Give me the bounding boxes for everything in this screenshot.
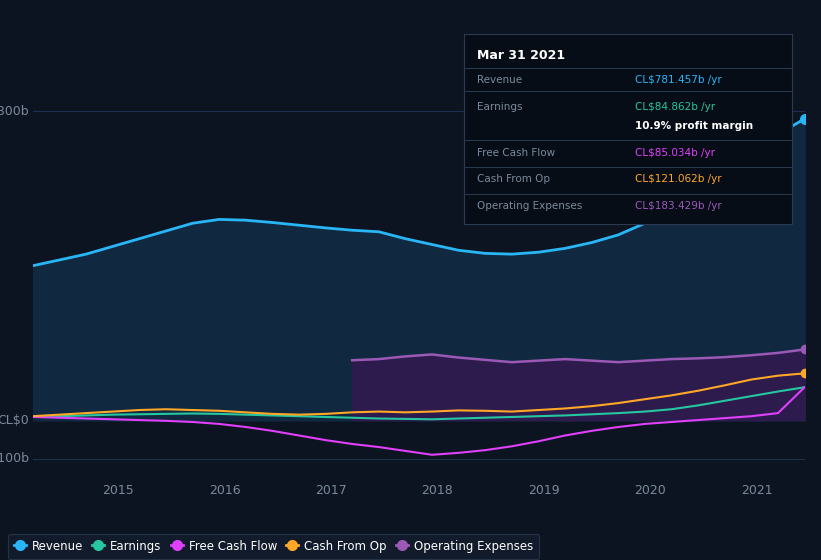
Text: CL$800b: CL$800b <box>0 105 29 118</box>
Text: CL$85.034b /yr: CL$85.034b /yr <box>635 148 714 158</box>
Text: CL$121.062b /yr: CL$121.062b /yr <box>635 175 722 184</box>
Text: 10.9% profit margin: 10.9% profit margin <box>635 121 753 131</box>
Text: Free Cash Flow: Free Cash Flow <box>477 148 555 158</box>
Text: Mar 31 2021: Mar 31 2021 <box>477 49 565 62</box>
Text: CL$0: CL$0 <box>0 413 29 427</box>
Text: Operating Expenses: Operating Expenses <box>477 201 582 211</box>
Legend: Revenue, Earnings, Free Cash Flow, Cash From Op, Operating Expenses: Revenue, Earnings, Free Cash Flow, Cash … <box>8 534 539 559</box>
Text: Cash From Op: Cash From Op <box>477 175 550 184</box>
Text: Revenue: Revenue <box>477 76 522 86</box>
Text: -CL$100b: -CL$100b <box>0 452 29 465</box>
Text: CL$781.457b /yr: CL$781.457b /yr <box>635 76 722 86</box>
Text: Earnings: Earnings <box>477 102 522 112</box>
Text: CL$183.429b /yr: CL$183.429b /yr <box>635 201 722 211</box>
Text: CL$84.862b /yr: CL$84.862b /yr <box>635 102 715 112</box>
